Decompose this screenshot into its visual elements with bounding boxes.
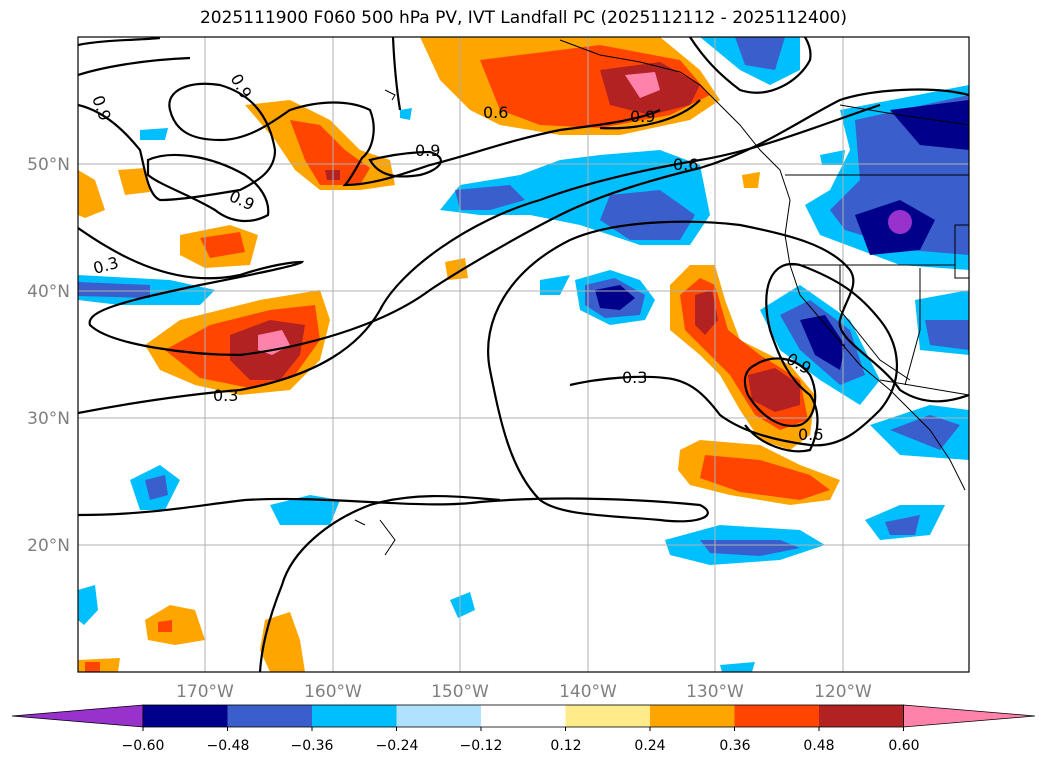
lon-label: 170°W bbox=[176, 682, 234, 702]
colorbar-outline bbox=[142, 704, 904, 728]
colorbar-tick-label: −0.36 bbox=[291, 738, 334, 754]
warm-anomaly bbox=[290, 120, 370, 185]
colorbar bbox=[11, 704, 1036, 731]
blue-anomaly bbox=[270, 495, 340, 525]
warm-anomaly bbox=[78, 170, 105, 218]
purple-anomaly bbox=[888, 210, 912, 234]
contour-lines bbox=[78, 37, 969, 672]
contour-label: 0.6 bbox=[798, 425, 823, 444]
blue-anomaly bbox=[600, 190, 695, 240]
lon-label: 120°W bbox=[814, 682, 872, 702]
colorbar-segment bbox=[227, 705, 312, 727]
colorbar-segment bbox=[396, 705, 481, 727]
lat-label: 30°N bbox=[27, 409, 70, 429]
longitude-labels: 170°W 160°W 150°W 140°W 130°W 120°W bbox=[176, 682, 872, 702]
contour-label: 0.3 bbox=[91, 253, 121, 278]
warm-anomaly bbox=[260, 612, 305, 672]
map-frame bbox=[77, 36, 970, 673]
shaded-fields bbox=[78, 37, 969, 672]
colorbar-tick-label: 0.12 bbox=[550, 738, 581, 754]
contour-label: 0.9 bbox=[630, 107, 655, 126]
blue-anomaly bbox=[455, 185, 525, 210]
colorbar-segment bbox=[565, 705, 650, 727]
colorbar-tick-label: −0.48 bbox=[207, 738, 250, 754]
contour-label: 0.3 bbox=[622, 368, 647, 387]
lon-label: 140°W bbox=[559, 682, 617, 702]
contour-label: 0.9 bbox=[415, 141, 440, 160]
lat-label: 20°N bbox=[27, 536, 70, 556]
warm-anomaly bbox=[695, 290, 718, 335]
lat-label: 40°N bbox=[27, 282, 70, 302]
warm-anomaly bbox=[700, 455, 830, 500]
map-title: 2025111900 F060 500 hPa PV, IVT Landfall… bbox=[199, 8, 847, 28]
lon-label: 160°W bbox=[304, 682, 362, 702]
blue-anomaly bbox=[700, 540, 800, 556]
contour-label: 0.9 bbox=[227, 71, 256, 103]
colorbar-tick-label: 0.36 bbox=[719, 738, 750, 754]
colorbar-tick-label: 0.48 bbox=[803, 738, 834, 754]
contour-label: 0.6 bbox=[483, 103, 508, 122]
blue-anomaly bbox=[890, 100, 969, 150]
warm-anomaly bbox=[118, 168, 150, 195]
blue-anomaly bbox=[540, 275, 570, 295]
blue-anomaly bbox=[820, 150, 845, 165]
blue-anomaly bbox=[145, 475, 168, 500]
latitude-labels: 20°N 30°N 40°N 50°N bbox=[27, 155, 70, 556]
blue-anomaly bbox=[78, 282, 150, 298]
blue-anomaly bbox=[450, 592, 475, 618]
colorbar-extend-right bbox=[903, 704, 1036, 728]
colorbar-segment bbox=[143, 705, 228, 727]
contour-label: 0.6 bbox=[673, 155, 698, 174]
warm-anomaly bbox=[200, 232, 245, 258]
warm-anomaly bbox=[145, 605, 205, 645]
colorbar-tick-labels: −0.60 −0.48 −0.36 −0.24 −0.12 0.12 0.24 … bbox=[122, 738, 920, 754]
blue-anomaly bbox=[890, 415, 960, 450]
colorbar-segment bbox=[481, 705, 566, 727]
colorbar-tick-label: −0.60 bbox=[122, 738, 165, 754]
colorbar-extend-left bbox=[11, 704, 144, 728]
colorbar-tick-label: −0.24 bbox=[376, 738, 419, 754]
contour-label: 0.3 bbox=[213, 386, 238, 405]
blue-anomaly bbox=[140, 128, 168, 140]
blue-anomaly bbox=[720, 662, 755, 672]
warm-anomaly bbox=[742, 172, 760, 188]
warm-anomaly bbox=[158, 620, 172, 632]
colorbar-segment bbox=[312, 705, 397, 727]
coastlines bbox=[354, 39, 969, 556]
colorbar-tick-label: 0.24 bbox=[634, 738, 665, 754]
blue-anomaly bbox=[925, 320, 969, 350]
warm-anomaly bbox=[748, 368, 800, 412]
colorbar-segment bbox=[650, 705, 735, 727]
colorbar-segment bbox=[734, 705, 819, 727]
warm-anomaly bbox=[625, 72, 660, 98]
warm-anomaly bbox=[445, 258, 468, 280]
lon-label: 130°W bbox=[686, 682, 744, 702]
contour-label: 0.9 bbox=[88, 93, 115, 123]
blue-anomaly bbox=[78, 585, 98, 625]
colorbar-segment bbox=[819, 705, 904, 727]
blue-anomaly bbox=[800, 315, 845, 370]
warm-anomaly bbox=[85, 662, 100, 672]
blue-anomaly bbox=[885, 515, 920, 535]
lat-label: 50°N bbox=[27, 155, 70, 175]
blue-anomaly bbox=[400, 108, 412, 120]
colorbar-tick-label: −0.12 bbox=[460, 738, 503, 754]
lon-label: 150°W bbox=[431, 682, 489, 702]
blue-anomaly bbox=[735, 37, 785, 70]
colorbar-tick-label: 0.60 bbox=[888, 738, 919, 754]
